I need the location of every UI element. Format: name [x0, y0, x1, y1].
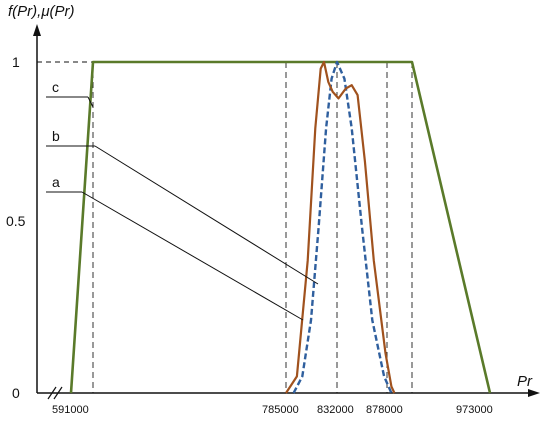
reference-lines: [92, 62, 413, 393]
y-axis-arrow: [33, 24, 41, 36]
x-tick-label-591000: 591000: [52, 404, 89, 416]
leader-line-c-diag: [87, 96, 94, 108]
axis-break-mark: [53, 386, 63, 400]
x-tick-label-878000: 878000: [366, 404, 403, 416]
axis-break-mark: [47, 386, 57, 400]
annotation-a: a: [52, 174, 60, 190]
series-line-b: [292, 60, 393, 394]
y-tick-label-1: 1: [12, 54, 20, 70]
x-tick-label-832000: 832000: [317, 404, 354, 416]
x-tick-label-973000: 973000: [456, 404, 493, 416]
series-layer: [69, 60, 492, 394]
y-tick-label-0.5: 0.5: [6, 213, 26, 229]
annotation-c: c: [52, 79, 59, 95]
y-tick-label-0: 0: [12, 385, 20, 401]
series-line-a: [285, 60, 396, 394]
annotation-b: b: [52, 128, 60, 144]
labels-layer: f(Pr),μ(Pr) Pr 0 0.5 1 591000 785000 832…: [6, 3, 533, 416]
leader-line-a-diag: [81, 191, 304, 321]
leader-line-b-diag: [94, 145, 319, 285]
series-line-c: [69, 60, 492, 394]
x-axis-title: Pr: [517, 373, 533, 390]
leader-lines: [46, 96, 319, 321]
axes: [33, 24, 540, 400]
y-axis-title: f(Pr),μ(Pr): [8, 3, 75, 20]
x-axis-arrow: [528, 389, 540, 397]
x-tick-label-785000: 785000: [262, 404, 299, 416]
